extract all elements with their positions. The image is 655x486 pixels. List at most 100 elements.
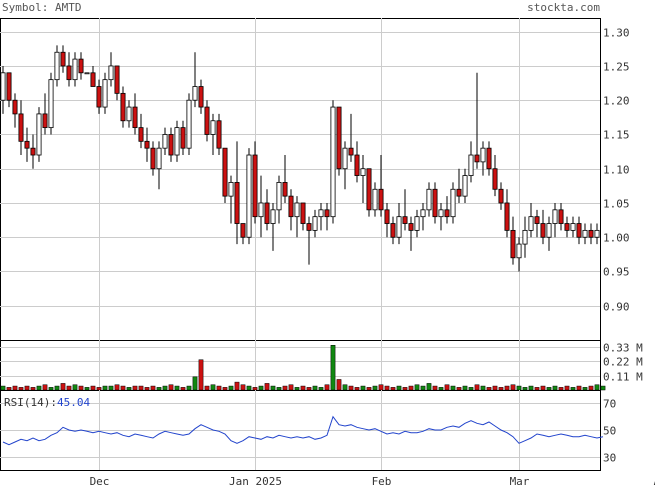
volume-bar <box>222 387 228 391</box>
volume-tick-label: 0.11 M <box>603 371 643 384</box>
volume-bar <box>486 387 492 391</box>
candle-body <box>528 216 534 231</box>
candle <box>558 202 564 231</box>
candle <box>378 155 384 217</box>
x-tick-label: Feb <box>372 475 392 486</box>
candle-body <box>72 58 78 81</box>
volume-bar <box>546 387 552 391</box>
volume-bar <box>408 385 414 391</box>
price-tick-label: 1.15 <box>603 129 630 142</box>
candle-body <box>462 175 468 197</box>
volume-bar <box>210 384 216 391</box>
candle-body <box>552 209 558 224</box>
candle <box>186 93 192 156</box>
candle-body <box>300 202 306 224</box>
candle-body <box>492 168 498 190</box>
candle <box>408 216 414 251</box>
volume-bar <box>162 385 168 391</box>
candle <box>360 155 366 203</box>
volume-bar <box>588 385 594 391</box>
candle-body <box>546 223 552 238</box>
candle-body <box>336 106 342 170</box>
candle <box>108 52 114 87</box>
x-tick-label: Jan 2025 <box>229 475 282 486</box>
candle <box>480 141 486 176</box>
candle-body <box>378 188 384 211</box>
volume-bar <box>342 384 348 391</box>
volume-bar <box>498 387 504 391</box>
rsi-tick-label: 70 <box>603 398 616 411</box>
candle-body <box>270 209 276 224</box>
price-tick-label: 0.90 <box>603 301 630 314</box>
candle-body <box>276 182 282 211</box>
candle-body <box>96 86 102 108</box>
candle <box>528 202 534 238</box>
candle-body <box>564 223 570 231</box>
chart-header: Symbol: AMTD stockta.com <box>2 1 600 14</box>
candle-body <box>84 72 90 75</box>
volume-bar <box>354 387 360 391</box>
symbol-label: Symbol: AMTD <box>2 1 81 14</box>
candle <box>132 93 138 135</box>
candle <box>318 202 324 231</box>
volume-bar <box>270 385 276 391</box>
candle-body <box>282 182 288 197</box>
candle-body <box>216 120 222 149</box>
candle-body <box>582 229 588 238</box>
candle-body <box>48 79 54 129</box>
candle <box>450 182 456 224</box>
candle <box>204 100 210 142</box>
candle <box>48 72 54 135</box>
volume-bar <box>450 385 456 391</box>
candle-body <box>558 209 564 224</box>
candle-body <box>6 72 12 101</box>
volume-bar <box>582 387 588 391</box>
volume-bar <box>114 384 120 391</box>
volume-bar <box>534 387 540 391</box>
volume-bar <box>300 385 306 391</box>
volume-bar <box>192 376 198 391</box>
candle-body <box>384 209 390 224</box>
volume-bar <box>18 387 24 391</box>
price-tick-label: 1.05 <box>603 198 630 211</box>
volume-bar <box>558 387 564 391</box>
volume-bar <box>204 385 210 391</box>
candle <box>306 216 312 265</box>
volume-bar <box>570 387 576 391</box>
candle <box>564 216 570 238</box>
rsi-tick-label: 50 <box>603 425 616 438</box>
candle <box>570 216 576 238</box>
candle-body <box>90 72 96 87</box>
candle-body <box>108 65 114 81</box>
candle-body <box>348 147 354 156</box>
candle-body <box>60 51 66 67</box>
volume-bar <box>0 385 6 391</box>
volume-bar <box>102 385 108 391</box>
rsi-line <box>2 415 604 446</box>
candle-body <box>192 86 198 101</box>
candle <box>468 141 474 183</box>
volume-bar <box>510 384 516 391</box>
candle <box>234 141 240 245</box>
candle-body <box>42 113 48 129</box>
candle-body <box>264 202 270 224</box>
candle <box>84 72 90 75</box>
candle <box>330 100 336 224</box>
volume-bar <box>378 384 384 391</box>
rsi-current-value: 45.04 <box>57 396 90 409</box>
candle-body <box>426 188 432 211</box>
volume-bar <box>54 385 60 391</box>
candle-body <box>408 223 414 231</box>
volume-tick-label: 0.33 M <box>603 342 643 355</box>
candle-body <box>138 127 144 142</box>
volume-bar <box>144 387 150 391</box>
volume-bar <box>246 385 252 391</box>
volume-bar <box>600 385 606 391</box>
candle <box>126 100 132 128</box>
candle <box>348 113 354 162</box>
candle <box>36 107 42 162</box>
candle-body <box>540 223 546 238</box>
candle <box>78 52 84 80</box>
candle-body <box>312 216 318 231</box>
candle-body <box>132 106 138 129</box>
